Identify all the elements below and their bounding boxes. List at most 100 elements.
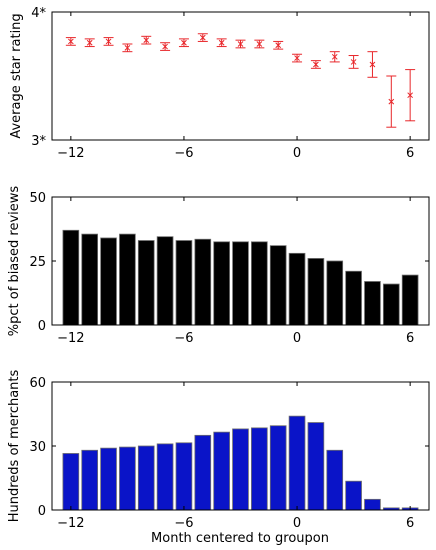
biased-bar--12 — [62, 229, 80, 326]
biased-bar-0 — [288, 252, 306, 326]
rating-y-axis-label: Average star rating — [9, 13, 24, 138]
rating-marker--8 — [143, 37, 150, 44]
biased-bar--10 — [100, 237, 117, 326]
biased-bar-4 — [364, 281, 381, 326]
rating-point--8 — [141, 35, 152, 45]
biased-panel: −12 −6 0 6 0 25 50 %pct of biased reviews — [7, 186, 430, 346]
rating-marker--6 — [181, 39, 187, 46]
rating-marker-2 — [331, 53, 338, 60]
rating-point--10 — [103, 37, 114, 46]
biased-ytick-label-0: 0 — [38, 319, 46, 334]
merchants-bar--10 — [100, 447, 117, 511]
biased-bar--2 — [251, 241, 268, 326]
rating-marker--4 — [218, 39, 225, 46]
rating-marker-3 — [350, 59, 357, 65]
biased-ytick-label-2: 50 — [29, 191, 46, 206]
rating-point--12 — [65, 37, 76, 46]
rating-marker--7 — [162, 43, 168, 50]
merchants-bar--1 — [269, 425, 287, 511]
rating-xtick-label-0: −12 — [57, 146, 84, 161]
rating-marker--1 — [275, 42, 282, 49]
rating-marker--5 — [199, 34, 206, 41]
biased-bar--4 — [213, 241, 230, 326]
merchants-bar--8 — [137, 445, 155, 511]
rating-ticks: −12 −6 0 6 3* 4* — [31, 6, 429, 161]
rating-marker-0 — [294, 55, 300, 61]
biased-bar--11 — [81, 233, 99, 326]
merchants-bar-0 — [288, 415, 306, 511]
rating-point--9 — [122, 43, 133, 53]
rating-panel: −12 −6 0 6 3* 4* Average star rating — [9, 6, 430, 161]
merchants-ytick-label-0: 0 — [38, 504, 46, 519]
biased-bar-3 — [345, 270, 362, 326]
biased-xtick-label-1: −6 — [174, 331, 193, 346]
biased-marks — [62, 229, 419, 326]
merchants-ytick-label-1: 30 — [29, 440, 46, 455]
rating-xtick-label-3: 6 — [406, 146, 414, 161]
rating-point--4 — [216, 38, 227, 48]
rating-xtick-label-2: 0 — [293, 146, 301, 161]
rating-plot-frame — [51, 11, 430, 141]
biased-ytick-label-1: 25 — [29, 255, 46, 270]
rating-marker-4 — [369, 61, 376, 68]
rating-point--6 — [178, 38, 189, 48]
rating-marker--10 — [105, 38, 112, 45]
biased-bar--5 — [194, 238, 212, 326]
merchants-bar--4 — [213, 431, 230, 511]
merchants-bar-4 — [364, 498, 381, 511]
merchants-bar-2 — [326, 449, 344, 511]
biased-xtick-label-2: 0 — [293, 331, 301, 346]
merchants-bar-3 — [345, 480, 362, 511]
merchants-marks — [62, 415, 419, 511]
rating-ytick-label-1: 4* — [31, 6, 46, 21]
biased-bar-6 — [401, 274, 419, 326]
rating-point-5 — [386, 75, 397, 128]
rating-point-2 — [329, 51, 340, 63]
rating-point--11 — [84, 38, 95, 48]
rating-ytick-label-0: 3* — [31, 134, 46, 149]
biased-bar--6 — [175, 240, 193, 326]
biased-bar--8 — [137, 240, 155, 326]
biased-ticks: −12 −6 0 6 0 25 50 — [29, 191, 429, 346]
rating-point-6 — [405, 69, 416, 122]
merchants-bar--7 — [156, 443, 174, 511]
rating-marker--9 — [124, 44, 131, 51]
rating-point--5 — [197, 33, 208, 42]
merchants-xtick-label-0: −12 — [57, 516, 84, 531]
rating-xtick-label-1: −6 — [174, 146, 193, 161]
merchants-bar--11 — [81, 449, 99, 511]
merchants-xtick-label-2: 0 — [293, 516, 301, 531]
biased-bar--3 — [232, 241, 249, 326]
biased-bar-5 — [382, 283, 400, 326]
rating-point--1 — [273, 40, 284, 50]
biased-xtick-label-3: 6 — [406, 331, 414, 346]
merchants-bar--6 — [175, 442, 193, 511]
rating-marker--12 — [67, 38, 74, 45]
merchants-xtick-label-1: −6 — [174, 516, 193, 531]
rating-point-3 — [348, 55, 359, 69]
rating-marker--3 — [237, 41, 244, 47]
biased-bar-2 — [326, 260, 344, 326]
rating-point--7 — [160, 42, 171, 51]
merchants-bar--9 — [119, 446, 136, 511]
merchants-bar--12 — [62, 453, 80, 511]
rating-point--2 — [254, 39, 265, 49]
merchants-ytick-label-2: 60 — [29, 376, 46, 391]
biased-bar-1 — [307, 258, 325, 326]
biased-bar--9 — [119, 233, 136, 326]
rating-point-1 — [310, 60, 321, 69]
rating-marks — [65, 33, 416, 128]
merchants-bar--3 — [232, 428, 249, 511]
merchants-x-axis-label: Month centered to groupon — [151, 531, 329, 546]
merchants-xtick-label-3: 6 — [406, 516, 414, 531]
merchants-bar-1 — [307, 422, 325, 511]
rating-marker--2 — [256, 41, 263, 47]
biased-bar--7 — [156, 236, 174, 326]
rating-marker-5 — [388, 98, 395, 105]
rating-marker--11 — [86, 39, 93, 46]
merchants-bar--2 — [251, 427, 268, 511]
rating-point-4 — [367, 51, 378, 78]
